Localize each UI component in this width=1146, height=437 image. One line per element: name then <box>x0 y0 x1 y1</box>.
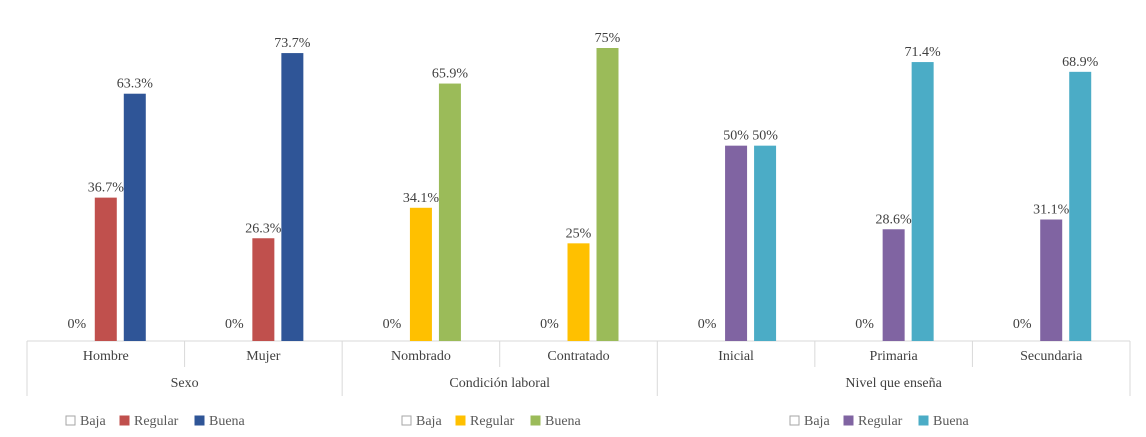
data-label: 50% <box>752 129 778 144</box>
category-label: Hombre <box>83 349 129 364</box>
legend-label: Baja <box>416 414 442 429</box>
legend-swatch <box>401 415 412 426</box>
data-label: 31.1% <box>1033 203 1070 218</box>
data-label: 71.4% <box>905 45 942 60</box>
category-label: Inicial <box>718 349 754 364</box>
bar-buena-secundaria <box>1069 71 1092 342</box>
legend-swatch <box>65 415 76 426</box>
legend-swatch <box>194 415 205 426</box>
data-label: 0% <box>225 317 244 332</box>
legend-swatch <box>843 415 854 426</box>
legend-swatch <box>789 415 800 426</box>
data-label: 50% <box>723 129 749 144</box>
data-label: 0% <box>1013 317 1032 332</box>
legend-label: Buena <box>933 414 970 429</box>
category-label: Contratado <box>547 349 609 364</box>
legend-swatch <box>918 415 929 426</box>
bar-regular-nombrado <box>409 207 432 341</box>
data-label: 0% <box>540 317 559 332</box>
legend-label: Baja <box>80 414 106 429</box>
data-label: 73.7% <box>274 36 311 51</box>
bar-regular-hombre <box>94 197 117 341</box>
category-label: Primaria <box>870 349 919 364</box>
legend-label: Regular <box>134 414 179 429</box>
legend-label: Buena <box>545 414 582 429</box>
bar-regular-secundaria <box>1040 219 1063 341</box>
category-label: Nombrado <box>391 349 451 364</box>
data-label: 25% <box>566 226 592 241</box>
data-label: 0% <box>855 317 874 332</box>
data-label: 65.9% <box>432 67 469 82</box>
legend-swatch <box>530 415 541 426</box>
legend-swatch <box>119 415 130 426</box>
data-label: 26.3% <box>245 221 282 236</box>
bar-buena-contratado <box>596 48 619 341</box>
data-label: 68.9% <box>1062 55 1099 70</box>
bar-regular-primaria <box>882 229 905 341</box>
legend-label: Regular <box>470 414 515 429</box>
group-label: Nivel que enseña <box>845 376 942 391</box>
bar-regular-contratado <box>567 243 590 341</box>
legend-label: Regular <box>858 414 903 429</box>
category-label: Secundaria <box>1020 349 1083 364</box>
group-label: Sexo <box>171 376 199 391</box>
data-label: 34.1% <box>403 191 440 206</box>
data-label: 28.6% <box>876 212 913 227</box>
data-label: 36.7% <box>88 181 125 196</box>
bar-regular-mujer <box>252 238 275 341</box>
bar-buena-hombre <box>123 93 146 341</box>
bar-regular-inicial <box>725 145 748 341</box>
bar-buena-inicial <box>754 145 777 341</box>
bar-buena-nombrado <box>438 83 461 342</box>
data-label: 0% <box>698 317 717 332</box>
data-label: 63.3% <box>117 77 154 92</box>
group-label: Condición laboral <box>449 376 550 391</box>
category-label: Mujer <box>246 349 281 364</box>
data-label: 0% <box>383 317 402 332</box>
data-label: 0% <box>67 317 86 332</box>
data-label: 75% <box>595 31 621 46</box>
bar-buena-mujer <box>281 53 304 341</box>
legend-swatch <box>455 415 466 426</box>
legend-label: Baja <box>804 414 830 429</box>
legend-label: Buena <box>209 414 246 429</box>
bar-buena-primaria <box>911 62 934 342</box>
